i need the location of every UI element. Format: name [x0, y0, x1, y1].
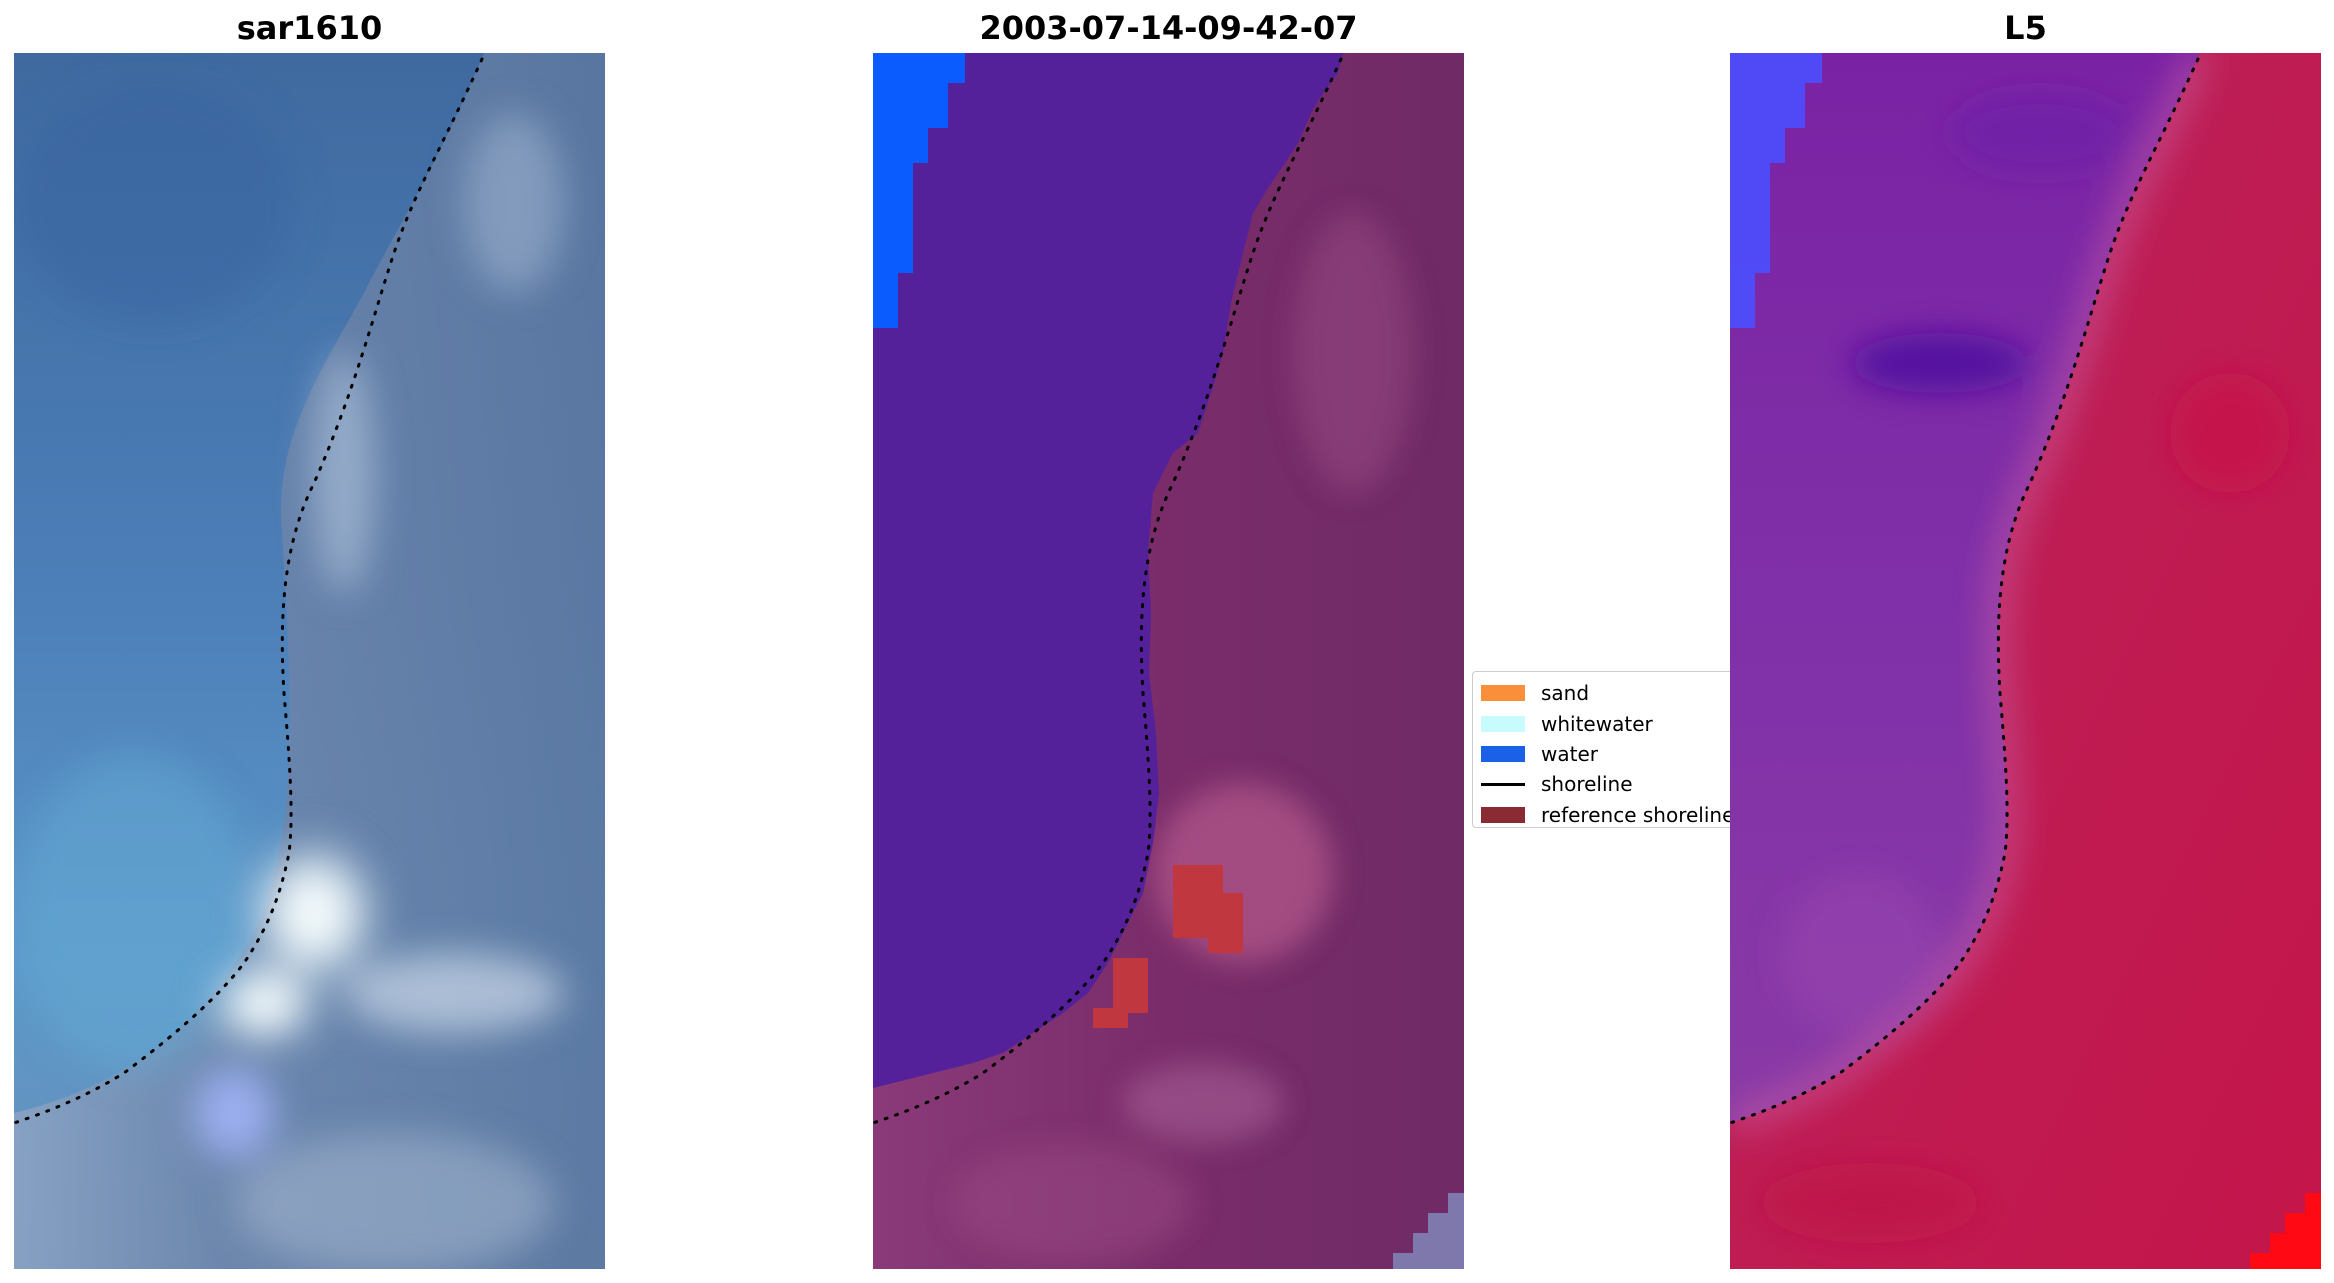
rgb-image-panel: [14, 53, 605, 1269]
index-image-panel: [1730, 53, 2321, 1269]
shoreline-overlay-classified: [873, 57, 1343, 1125]
index-image: [1730, 53, 2321, 1269]
classified-image: [873, 53, 1464, 1269]
legend-item-shoreline: shoreline: [1473, 769, 1730, 799]
legend-item-reference-shoreline: reference shoreline: [1473, 800, 1730, 827]
legend: sand whitewater water shoreline referenc…: [1472, 671, 1730, 828]
sand-swatch: [1481, 685, 1525, 702]
legend-label-water: water: [1541, 741, 1598, 766]
legend-item-sand: sand: [1473, 678, 1730, 708]
shoreline-overlay-index: [1730, 57, 2200, 1125]
sand-class-region: [1093, 865, 1243, 1028]
legend-item-water: water: [1473, 739, 1730, 769]
rgb-image: [14, 53, 605, 1269]
panel-title-classified: 2003-07-14-09-42-07: [979, 9, 1358, 47]
classified-image-panel: [873, 53, 1464, 1269]
whitewater-swatch: [1481, 715, 1525, 732]
water-swatch: [1481, 745, 1525, 762]
panel-title-index: L5: [2004, 9, 2047, 47]
panel-title-rgb: sar1610: [236, 9, 383, 47]
legend-label-whitewater: whitewater: [1541, 711, 1653, 736]
shoreline-line-marker: [1481, 782, 1525, 786]
sea-class-region: [873, 53, 1343, 1088]
legend-label-reference-shoreline: reference shoreline: [1541, 802, 1730, 827]
index-red-corner: [2250, 1193, 2321, 1269]
index-blue-region: [1730, 53, 1822, 328]
shoreline-overlay-rgb: [14, 57, 484, 1125]
whitewater-corner: [1393, 1193, 1464, 1269]
water-class-region: [873, 53, 965, 328]
legend-label-sand: sand: [1541, 681, 1590, 706]
legend-label-shoreline: shoreline: [1541, 772, 1633, 797]
reference-shoreline-swatch: [1481, 806, 1525, 823]
legend-item-whitewater: whitewater: [1473, 708, 1730, 738]
